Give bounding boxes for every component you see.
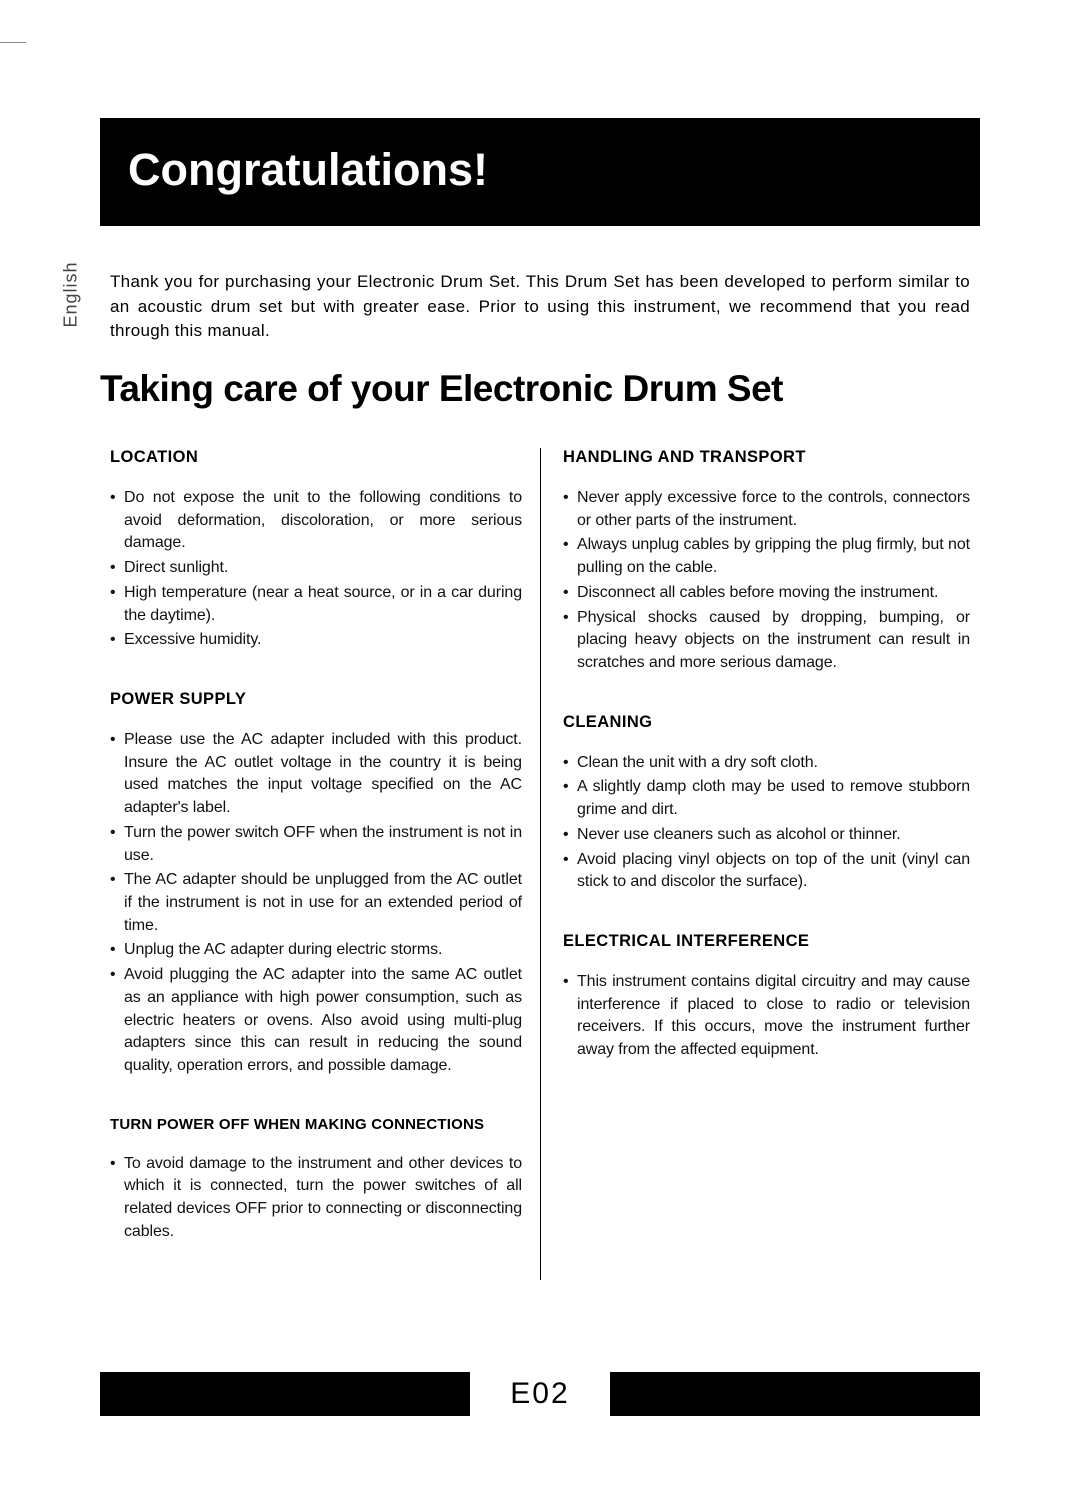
list-item: Unplug the AC adapter during electric st… <box>110 939 522 962</box>
page-content: English Congratulations! Thank you for p… <box>100 118 980 1358</box>
footer-bar-left <box>100 1372 470 1416</box>
banner-title: Congratulations! <box>128 144 952 196</box>
title-banner: Congratulations! <box>100 118 980 226</box>
list-item: The AC adapter should be unplugged from … <box>110 869 522 937</box>
list-item: Please use the AC adapter included with … <box>110 729 522 820</box>
list-item: Clean the unit with a dry soft cloth. <box>563 752 970 775</box>
turn-power-off-heading: TURN POWER OFF WHEN MAKING CONNECTIONS <box>110 1116 522 1133</box>
location-list: Do not expose the unit to the following … <box>110 487 522 652</box>
list-item: This instrument contains digital circuit… <box>563 971 970 1062</box>
list-item: To avoid damage to the instrument and ot… <box>110 1153 522 1244</box>
language-tab: English <box>61 261 82 327</box>
power-supply-heading: POWER SUPPLY <box>110 690 522 709</box>
cleaning-heading: CLEANING <box>563 713 970 732</box>
handling-heading: HANDLING AND TRANSPORT <box>563 448 970 467</box>
footer-bar: E02 <box>100 1372 980 1416</box>
list-item: Avoid plugging the AC adapter into the s… <box>110 964 522 1078</box>
handling-list: Never apply excessive force to the contr… <box>563 487 970 675</box>
list-item: Never use cleaners such as alcohol or th… <box>563 824 970 847</box>
list-item: Direct sunlight. <box>110 557 522 580</box>
list-item: Avoid placing vinyl objects on top of th… <box>563 849 970 894</box>
page-number: E02 <box>470 1372 610 1416</box>
list-item: Always unplug cables by gripping the plu… <box>563 534 970 579</box>
turn-power-off-list: To avoid damage to the instrument and ot… <box>110 1153 522 1244</box>
footer-bar-right <box>610 1372 980 1416</box>
electrical-interference-list: This instrument contains digital circuit… <box>563 971 970 1062</box>
two-column-layout: LOCATION Do not expose the unit to the f… <box>100 448 980 1280</box>
intro-paragraph: Thank you for purchasing your Electronic… <box>110 270 970 344</box>
list-item: Physical shocks caused by dropping, bump… <box>563 607 970 675</box>
left-column: LOCATION Do not expose the unit to the f… <box>100 448 540 1280</box>
location-heading: LOCATION <box>110 448 522 467</box>
list-item: A slightly damp cloth may be used to rem… <box>563 776 970 821</box>
list-item: Excessive humidity. <box>110 629 522 652</box>
electrical-interference-heading: ELECTRICAL INTERFERENCE <box>563 932 970 951</box>
list-item: High temperature (near a heat source, or… <box>110 582 522 627</box>
section-title: Taking care of your Electronic Drum Set <box>100 368 980 410</box>
list-item: Disconnect all cables before moving the … <box>563 582 970 605</box>
crop-mark-left <box>0 42 26 43</box>
list-item: Do not expose the unit to the following … <box>110 487 522 555</box>
right-column: HANDLING AND TRANSPORT Never apply exces… <box>540 448 980 1280</box>
power-supply-list: Please use the AC adapter included with … <box>110 729 522 1078</box>
list-item: Never apply excessive force to the contr… <box>563 487 970 532</box>
cleaning-list: Clean the unit with a dry soft cloth. A … <box>563 752 970 894</box>
list-item: Turn the power switch OFF when the instr… <box>110 822 522 867</box>
